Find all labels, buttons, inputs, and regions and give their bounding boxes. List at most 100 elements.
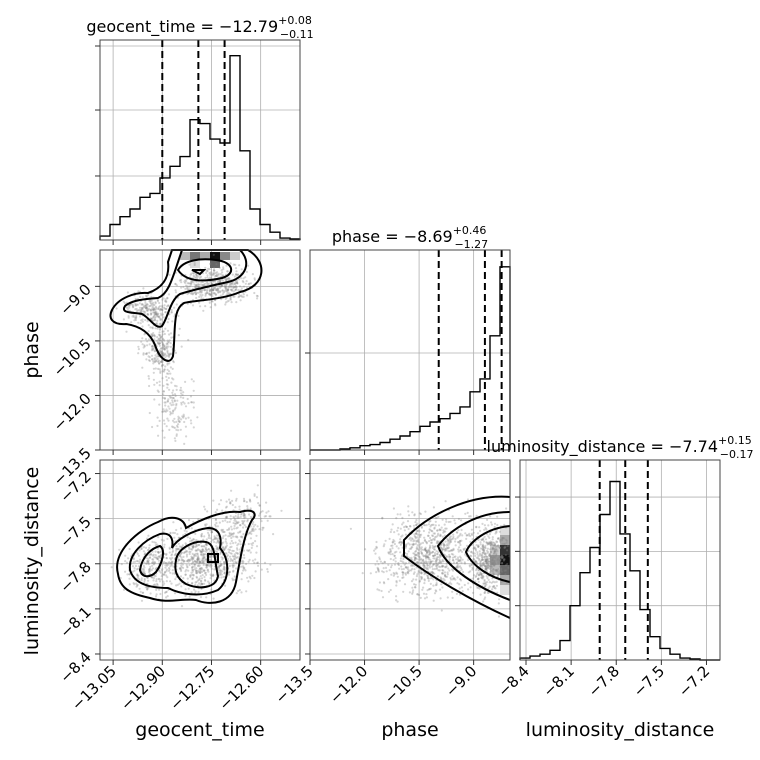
sample-point — [491, 570, 494, 573]
sample-point — [209, 554, 212, 557]
sample-point — [194, 292, 197, 296]
sample-point — [452, 548, 455, 551]
sample-point — [163, 304, 166, 307]
sample-point — [196, 558, 199, 561]
sample-point — [160, 350, 163, 353]
sample-point — [171, 377, 174, 380]
sample-point — [204, 266, 207, 269]
sample-point — [476, 553, 479, 556]
sample-point — [132, 558, 135, 561]
sample-point — [174, 289, 177, 292]
sample-point — [483, 591, 486, 594]
sample-point — [210, 291, 213, 294]
sample-point — [184, 542, 187, 545]
sample-point — [147, 534, 150, 537]
sample-point — [154, 544, 157, 547]
sample-point — [154, 327, 157, 330]
sample-point — [495, 531, 498, 534]
sample-point — [500, 570, 503, 573]
sample-point — [176, 548, 179, 551]
sample-point — [251, 559, 255, 562]
sample-point — [142, 287, 145, 290]
sample-point — [222, 274, 225, 277]
sample-point — [125, 306, 128, 309]
sample-point — [190, 280, 194, 283]
sample-point — [122, 318, 125, 321]
sample-point — [158, 342, 162, 345]
sample-point — [201, 558, 204, 562]
sample-point — [213, 292, 216, 295]
sample-point — [175, 388, 178, 391]
sample-point — [418, 556, 421, 559]
sample-point — [206, 291, 209, 294]
sample-point — [216, 562, 219, 565]
sample-point — [204, 547, 207, 551]
sample-point — [134, 316, 138, 319]
sample-point — [242, 293, 245, 296]
sample-point — [155, 588, 158, 592]
sample-point — [194, 554, 198, 558]
sample-point — [238, 264, 241, 267]
tick-layer: −13.05−12.90−12.75−12.60 −13.5 −12.0 −10.5−… — [50, 45, 713, 714]
sample-point — [473, 552, 476, 555]
sample-point — [476, 551, 479, 554]
sample-point — [447, 541, 450, 544]
sample-point — [233, 519, 236, 522]
sample-point — [399, 557, 402, 560]
sample-point — [193, 563, 196, 566]
sample-point — [182, 415, 185, 418]
sample-point — [136, 552, 139, 556]
sample-point — [167, 304, 170, 307]
sample-point — [485, 562, 488, 565]
sample-point — [156, 298, 159, 301]
sample-point — [205, 538, 208, 541]
sample-point — [211, 574, 214, 578]
sample-point — [240, 565, 243, 568]
sample-point — [198, 276, 201, 279]
sample-point — [226, 528, 229, 532]
sample-point — [197, 518, 200, 521]
sample-point — [131, 315, 134, 318]
sample-point — [230, 285, 233, 288]
sample-point — [211, 287, 214, 290]
sample-point — [180, 562, 183, 565]
y-tick-label-phase: −10.5 — [50, 335, 95, 380]
sample-point — [243, 556, 246, 560]
sample-point — [483, 524, 486, 527]
sample-point — [481, 551, 485, 555]
sample-point — [503, 569, 506, 572]
sample-point — [141, 343, 144, 346]
sample-point — [222, 541, 225, 544]
sample-point — [183, 551, 186, 554]
sample-point — [233, 575, 236, 578]
sample-point — [141, 307, 144, 311]
sample-point — [184, 287, 187, 290]
sample-point — [166, 417, 169, 420]
sample-point — [154, 302, 157, 305]
sample-point — [151, 576, 154, 579]
sample-point — [402, 576, 405, 579]
sample-point — [505, 539, 509, 542]
sample-point — [460, 528, 463, 532]
sample-point — [227, 289, 230, 292]
sample-point — [403, 529, 406, 532]
sample-point — [168, 388, 171, 391]
sample-point — [190, 571, 193, 574]
sample-point — [190, 292, 193, 295]
sample-point — [481, 561, 484, 565]
sample-point — [436, 553, 439, 556]
density-cell — [190, 260, 200, 268]
sample-point — [162, 330, 165, 333]
sample-point — [144, 301, 147, 304]
sample-point — [396, 600, 399, 603]
sample-point — [213, 535, 216, 538]
sample-point — [193, 262, 196, 265]
sample-point — [413, 555, 416, 559]
sample-point — [428, 531, 431, 534]
sample-point — [173, 384, 177, 387]
sample-point — [200, 275, 203, 278]
sample-point — [232, 555, 235, 558]
sample-point — [162, 354, 165, 357]
sample-point — [383, 543, 386, 546]
sample-point — [234, 541, 237, 544]
